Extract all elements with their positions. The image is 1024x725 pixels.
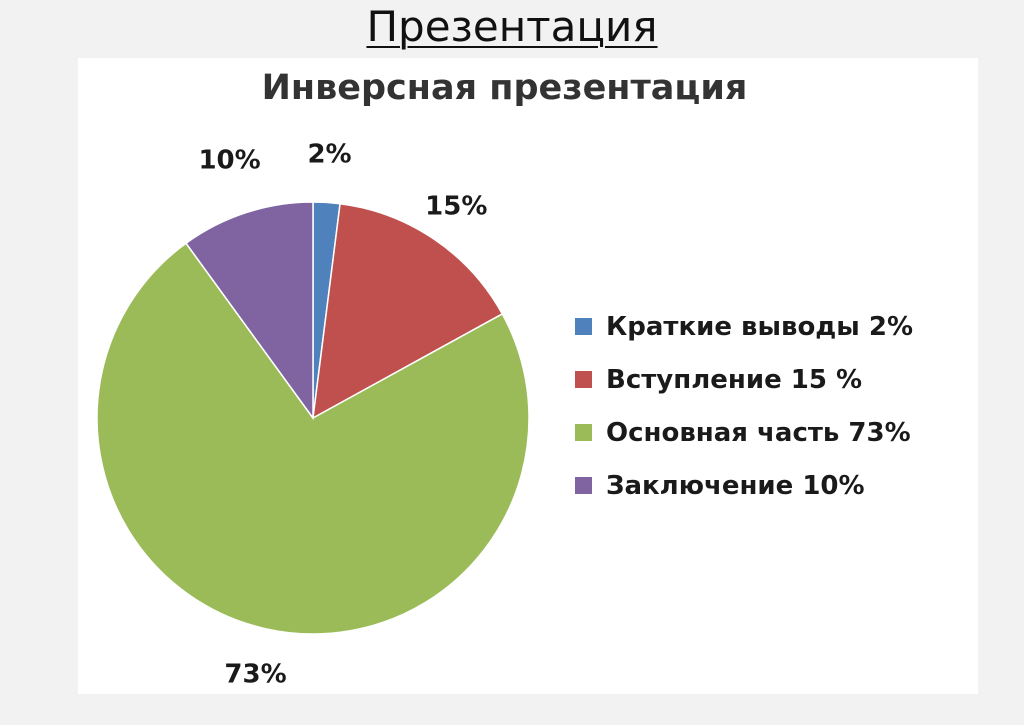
pie-slice-3 [96,242,530,635]
legend-swatch [575,424,592,441]
legend-label: Основная часть 73% [606,417,911,448]
legend-item: Заключение 10% [575,459,913,512]
legend-item: Краткие выводы 2% [575,300,913,353]
data-label: 73% [224,660,286,690]
legend-swatch [575,318,592,335]
legend-label: Заключение 10% [606,470,865,501]
legend-swatch [575,477,592,494]
legend: Краткие выводы 2% Вступление 15 % Основн… [575,300,913,512]
pie-slice-2 [312,202,504,420]
pie-chart: 2% 15% 73% 10% [96,140,530,690]
legend-label: Вступление 15 % [606,364,863,395]
chart-title: Инверсная презентация [261,68,748,108]
data-label: 15% [425,192,487,222]
pie-slice-4 [184,201,314,421]
page-title: Презентация [366,2,658,51]
data-label: 10% [198,146,260,176]
chart-panel: Инверсная презентация 2% 15% 73% 10% Кратки… [78,58,978,694]
data-label: 2% [307,140,351,170]
legend-label: Краткие выводы 2% [606,311,914,342]
legend-item: Основная часть 73% [575,406,913,459]
legend-item: Вступление 15 % [575,353,913,406]
legend-swatch [575,371,592,388]
